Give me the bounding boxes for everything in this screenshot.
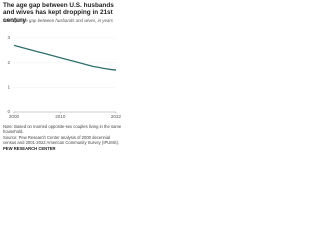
line xyxy=(13,44,117,71)
notes: Note: Based on married opposite-sex coup… xyxy=(3,124,122,151)
brand: PEW RESEARCH CENTER xyxy=(3,145,56,151)
x-tick-label: 2022 xyxy=(111,114,122,119)
x-tick-label: 2010 xyxy=(55,114,66,119)
y-tick-label: 1 xyxy=(7,85,10,90)
y-tick-label: 3 xyxy=(7,35,10,40)
chart: 0 1 2 3 2000 2010 2022 xyxy=(7,35,122,119)
chart-title: The age gap between U.S. husbands and wi… xyxy=(3,2,114,24)
page: {"chart_data": {"type": "line", "title":… xyxy=(0,0,125,196)
chart-subtitle: Average age gap between husbands and wiv… xyxy=(3,18,114,23)
y-tick-label: 0 xyxy=(7,109,10,114)
note: Note: Based on married opposite-sex coup… xyxy=(3,124,122,135)
x-tick-label: 2000 xyxy=(9,114,20,119)
source: Source: Pew Research Center analysis of … xyxy=(3,134,120,146)
y-tick-label: 2 xyxy=(7,60,10,65)
